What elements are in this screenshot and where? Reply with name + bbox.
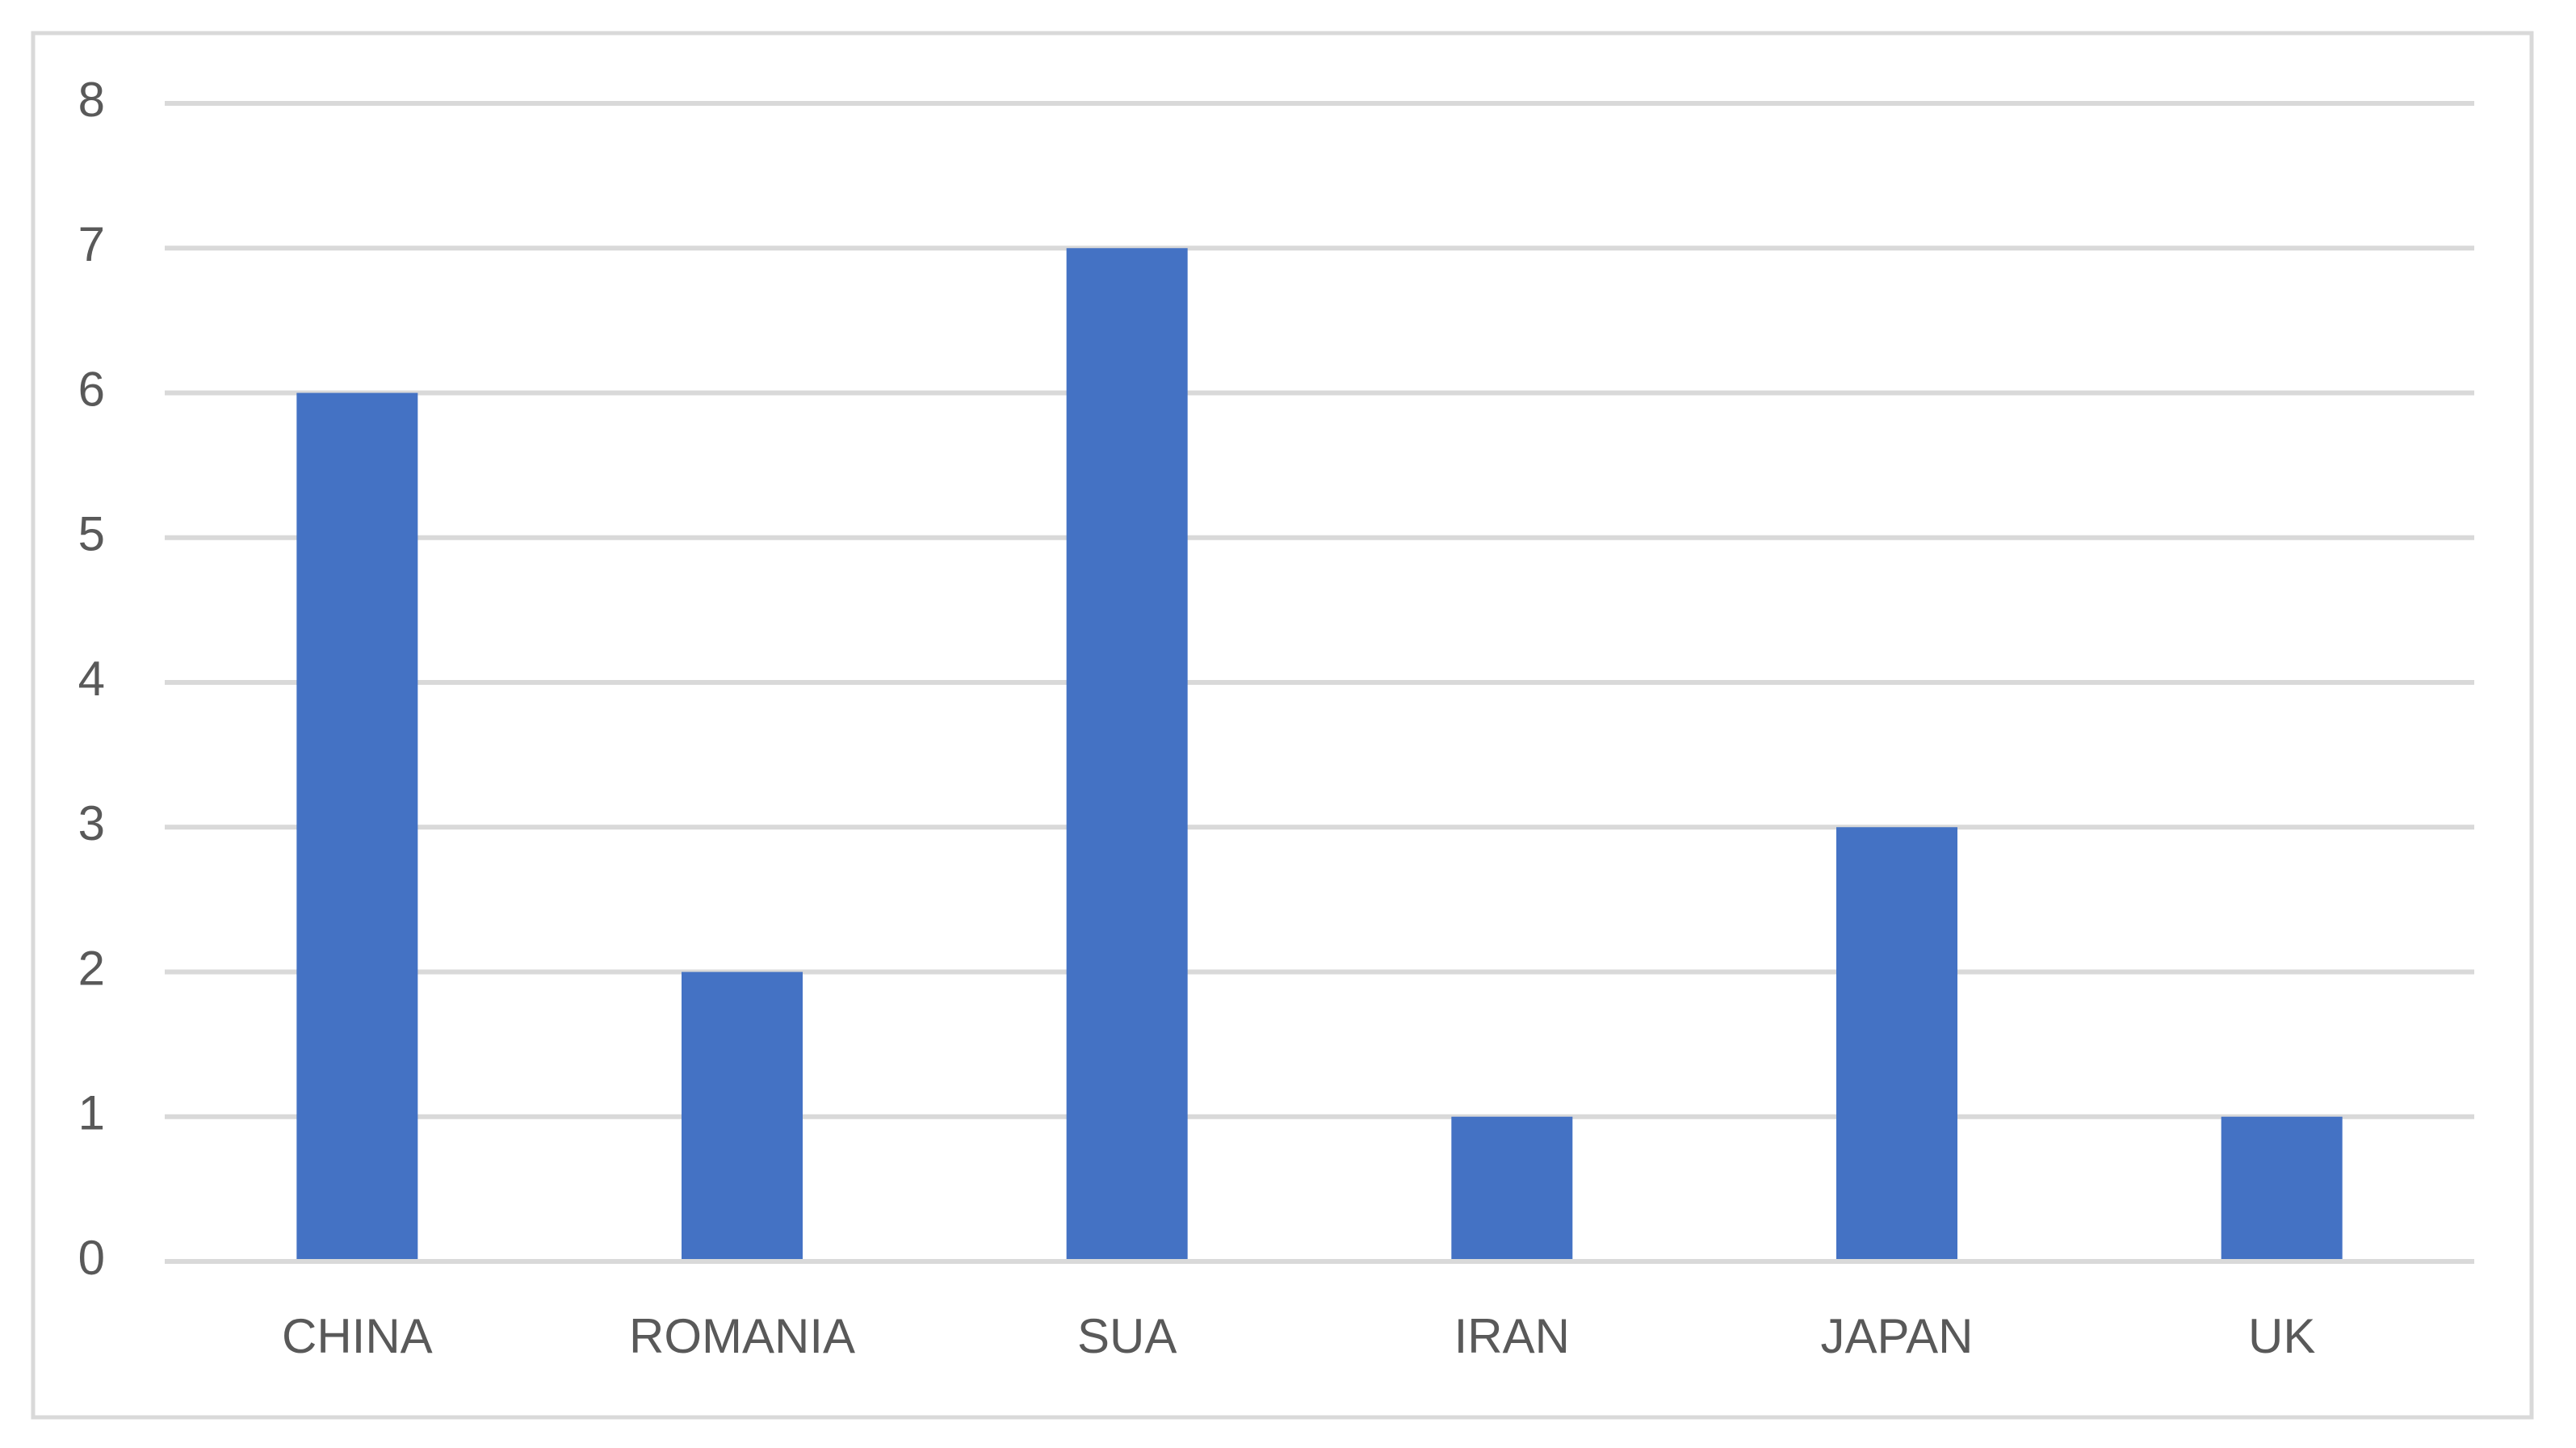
bar [682, 972, 803, 1259]
x-tick-label: CHINA [282, 1309, 433, 1363]
bar [1451, 1116, 1573, 1259]
bar [1066, 248, 1188, 1259]
bar [2221, 1116, 2343, 1259]
y-tick-label: 2 [78, 941, 105, 995]
y-tick-label: 0 [78, 1231, 105, 1285]
x-tick-label: SUA [1077, 1309, 1177, 1363]
x-tick-label: IRAN [1454, 1309, 1570, 1363]
chart-border [31, 31, 2534, 1420]
y-tick-label: 6 [78, 362, 105, 416]
y-tick-label: 1 [78, 1086, 105, 1140]
x-tick-label: JAPAN [1821, 1309, 1974, 1363]
y-tick-label: 4 [78, 652, 105, 706]
bar [296, 392, 418, 1259]
bar [1836, 827, 1957, 1259]
y-tick-label: 7 [78, 217, 105, 271]
x-tick-label: ROMANIA [629, 1309, 855, 1363]
y-tick-label: 5 [78, 507, 105, 561]
y-tick-label: 8 [78, 73, 105, 127]
x-tick-label: UK [2248, 1309, 2315, 1363]
y-tick-label: 3 [78, 796, 105, 850]
